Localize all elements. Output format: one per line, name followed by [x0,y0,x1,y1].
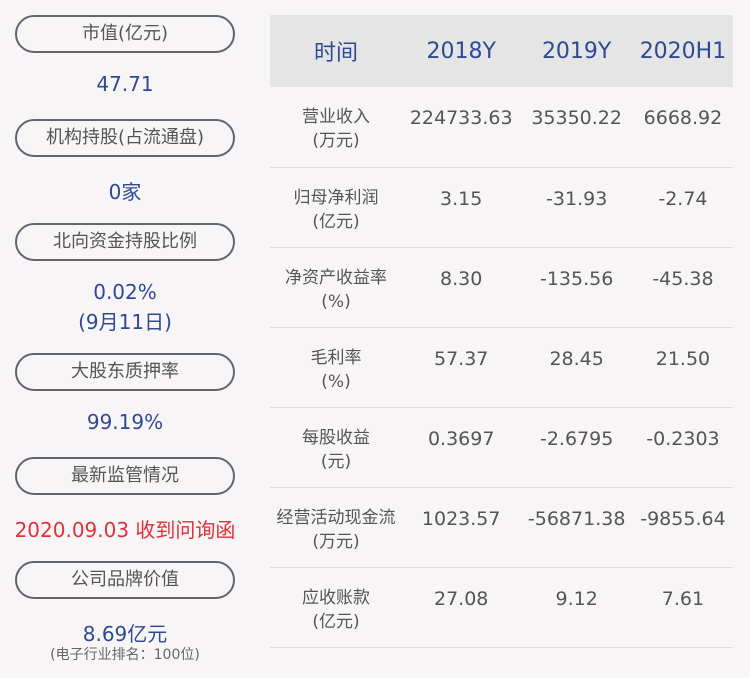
row-label-unit: (元) [320,451,352,472]
row-label-name: 净资产收益率 [285,267,387,288]
row-label-name: 应收账款 [302,587,370,608]
brand-value: 8.69亿元 [82,622,168,646]
row-label: 毛利率 (%) [270,327,402,408]
table-row: 经营活动现金流 (万元) 1023.57 -56871.38 -9855.64 [270,487,733,568]
regulation-label: 最新监管情况 [15,457,235,495]
row-value: 57.37 [402,327,521,408]
row-value: -135.56 [520,247,633,328]
row-label: 营业收入 (万元) [270,87,402,168]
row-label-name: 营业收入 [302,107,370,127]
row-value: -0.2303 [632,407,733,488]
table-row: 应收账款 (亿元) 27.08 9.12 7.61 [270,567,733,648]
row-label-unit: (万元) [312,531,360,552]
pledge-ratio-value: 99.19% [86,410,164,434]
market-cap-value: 47.71 [96,72,154,96]
row-value: -2.74 [632,167,733,248]
row-label-unit: (万元) [312,131,360,151]
table-row: 毛利率 (%) 57.37 28.45 21.50 [270,327,733,408]
brand-rank: (电子行业排名：100位) [50,647,200,663]
table-row: 净资产收益率 (%) 8.30 -135.56 -45.38 [270,247,733,328]
row-label: 归母净利润 (亿元) [270,167,402,248]
table-row: 每股收益 (元) 0.3697 -2.6795 -0.2303 [270,407,733,488]
regulation-value: 2020.09.03 收到问询函 [14,518,236,542]
row-label: 净资产收益率 (%) [270,247,402,328]
table-row: 营业收入 (万元) 224733.63 35350.22 6668.92 [270,87,733,168]
row-label-unit: (亿元) [312,211,360,232]
row-value: 8.30 [402,247,521,328]
row-value: -9855.64 [632,487,733,568]
institution-holding-label: 机构持股(占流通盘) [15,119,235,157]
row-label: 经营活动现金流 (万元) [270,487,402,568]
row-value: 35350.22 [520,87,633,168]
row-label-unit: (%) [321,291,351,312]
financial-table: 时间 2018Y 2019Y 2020H1 营业收入 (万元) 224733.63 3… [270,15,733,648]
row-value: 27.08 [402,567,521,648]
header-2019: 2019Y [520,15,633,87]
row-label-unit: (亿元) [312,611,360,632]
northbound-ratio-date: (9月11日) [78,310,172,334]
brand-value-label: 公司品牌价值 [15,561,235,599]
row-label-name: 毛利率 [310,347,362,368]
row-value: 6668.92 [632,87,733,168]
row-value: -45.38 [632,247,733,328]
row-value: 1023.57 [402,487,521,568]
header-time: 时间 [270,15,402,87]
row-label-name: 经营活动现金流 [276,507,396,528]
row-value: 0.3697 [402,407,521,488]
row-value: -56871.38 [520,487,633,568]
northbound-ratio-label: 北向资金持股比例 [15,223,235,261]
row-label-unit: (%) [321,371,351,392]
row-value: 224733.63 [402,87,521,168]
header-2020h1: 2020H1 [632,15,733,87]
row-value: -31.93 [520,167,633,248]
row-label: 每股收益 (元) [270,407,402,488]
row-value: 9.12 [520,567,633,648]
row-label-name: 归母净利润 [293,187,379,208]
table-header: 时间 2018Y 2019Y 2020H1 [270,15,733,87]
market-cap-label: 市值(亿元) [15,15,235,53]
row-value: 28.45 [520,327,633,408]
row-value: -2.6795 [520,407,633,488]
row-label-name: 每股收益 [302,427,370,448]
row-value: 7.61 [632,567,733,648]
institution-holding-value: 0家 [108,180,142,204]
row-label: 应收账款 (亿元) [270,567,402,648]
table-row: 归母净利润 (亿元) 3.15 -31.93 -2.74 [270,167,733,248]
row-value: 21.50 [632,327,733,408]
pledge-ratio-label: 大股东质押率 [15,353,235,391]
northbound-ratio-value: 0.02% [93,280,157,304]
row-value: 3.15 [402,167,521,248]
header-2018: 2018Y [402,15,521,87]
